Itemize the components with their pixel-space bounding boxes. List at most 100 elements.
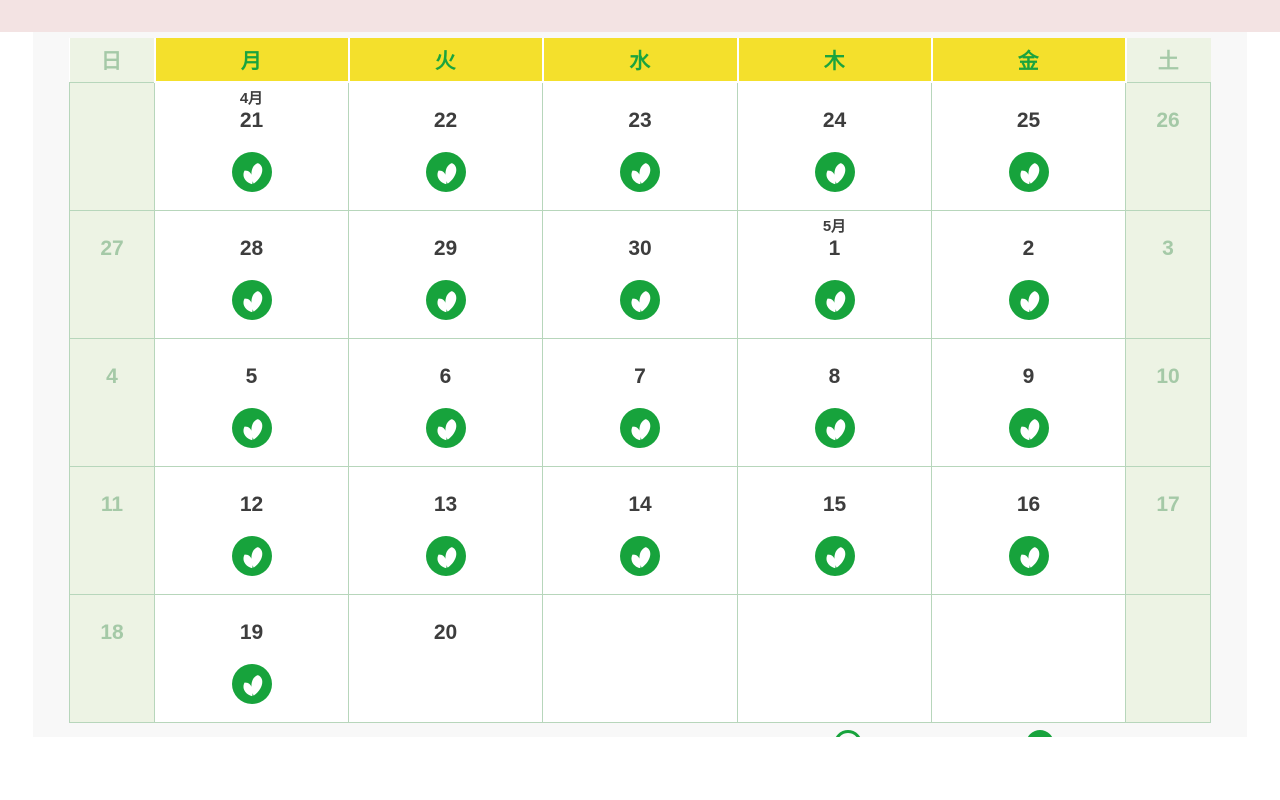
day-cell-29[interactable]: 29 [348,209,543,339]
day-cell-28[interactable]: 28 [154,209,349,339]
sprout-availability-icon[interactable] [738,407,931,448]
month-label [349,83,542,107]
day-cell-9[interactable]: 9 [931,337,1126,467]
date-number: 21 [239,109,264,132]
sprout-availability-icon[interactable] [738,152,931,192]
sprout-availability-icon[interactable] [349,535,542,576]
month-label [155,595,348,619]
sprout-availability-icon[interactable] [738,279,931,320]
date-number: 16 [1016,492,1041,516]
date-number: 26 [1156,108,1180,132]
day-cell-1[interactable]: 5月 1 [737,209,932,339]
sprout-availability-icon[interactable] [155,407,348,448]
month-label [70,339,154,363]
sprout-availability-icon[interactable] [543,535,737,576]
day-cell-13[interactable]: 13 [348,465,543,595]
calendar-week-row: 4 5 6 7 8 9 10 [69,337,1211,467]
date-number: 19 [239,620,264,644]
legend-row [33,730,1247,737]
legend-outlined-circle-icon [834,730,862,737]
month-label [70,211,154,235]
date-number: 10 [1156,364,1180,388]
month-label [349,339,542,363]
day-cell-12[interactable]: 12 [154,465,349,595]
sprout-availability-icon[interactable] [932,152,1125,192]
date-number: 23 [628,109,652,132]
date-number: 4 [106,364,118,388]
day-cell-23[interactable]: 23 [542,81,738,211]
day-cell-6[interactable]: 6 [348,337,543,467]
day-cell-8[interactable]: 8 [737,337,932,467]
weekday-header-土: 土 [1125,38,1211,83]
month-label [1126,83,1210,107]
sprout-availability-icon[interactable] [155,152,348,192]
sprout-availability-icon[interactable] [932,279,1125,320]
date-number: 7 [634,364,646,388]
sprout-availability-icon[interactable] [155,663,348,704]
sprout-availability-icon[interactable] [738,535,931,576]
sprout-availability-icon[interactable] [543,407,737,448]
sprout-availability-icon[interactable] [932,535,1125,576]
month-label: 5月 [822,217,847,235]
month-label [738,595,931,619]
date-number: 6 [439,364,452,388]
date-number: 22 [433,109,458,132]
day-cell-22[interactable]: 22 [348,81,543,211]
date-number: 3 [1162,236,1174,260]
date-number: 8 [828,364,841,388]
sprout-availability-icon[interactable] [543,279,737,320]
sprout-availability-icon[interactable] [349,279,542,320]
date-number: 5 [245,364,258,388]
day-cell-7[interactable]: 7 [542,337,738,467]
day-cell-24[interactable]: 24 [737,81,932,211]
sprout-availability-icon[interactable] [543,152,737,192]
day-cell-5[interactable]: 5 [154,337,349,467]
day-cell-empty [542,593,738,723]
date-number: 12 [239,492,264,516]
month-label [738,83,931,107]
day-cell-16[interactable]: 16 [931,465,1126,595]
sprout-availability-icon[interactable] [155,279,348,320]
date-number [1126,619,1210,647]
date-number: 25 [1016,109,1041,132]
day-cell-30[interactable]: 30 [542,209,738,339]
day-cell-19[interactable]: 19 [154,593,349,723]
day-cell-empty [69,81,155,211]
calendar-week-row: 18 19 20 [69,593,1211,723]
date-number [70,107,154,135]
date-number: 9 [1022,364,1035,388]
month-label [155,467,348,491]
sprout-availability-icon[interactable] [349,407,542,448]
month-label [1126,595,1210,619]
date-number: 11 [100,492,124,516]
month-label [155,339,348,363]
month-label: 4月 [239,90,264,107]
month-label [349,595,542,619]
day-cell-21[interactable]: 4月 21 [154,81,349,211]
calendar-table: 日月火水木金土 4月 21 22 23 24 25 26 27 28 29 30 5月 1 2 3 4 5 6 7 8… [69,38,1211,723]
day-cell-17: 17 [1125,465,1211,595]
sprout-availability-icon[interactable] [155,535,348,576]
legend-filled-circle-icon [1026,730,1054,737]
date-number: 27 [100,236,124,260]
date-number [932,619,1125,647]
weekday-header-日: 日 [69,38,155,83]
day-cell-14[interactable]: 14 [542,465,738,595]
month-label [543,339,737,363]
calendar-week-row: 27 28 29 30 5月 1 2 3 [69,209,1211,339]
month-label [932,211,1125,235]
date-number: 30 [628,236,652,260]
day-cell-20: 20 [348,593,543,723]
date-number [738,619,931,647]
month-label [70,83,154,107]
day-cell-2[interactable]: 2 [931,209,1126,339]
day-cell-3: 3 [1125,209,1211,339]
day-cell-25[interactable]: 25 [931,81,1126,211]
month-label [1126,211,1210,235]
weekday-header-row: 日月火水木金土 [69,38,1211,83]
date-number: 28 [239,236,264,260]
sprout-availability-icon[interactable] [932,407,1125,448]
day-cell-15[interactable]: 15 [737,465,932,595]
sprout-availability-icon[interactable] [349,152,542,192]
date-number: 2 [1022,236,1035,260]
